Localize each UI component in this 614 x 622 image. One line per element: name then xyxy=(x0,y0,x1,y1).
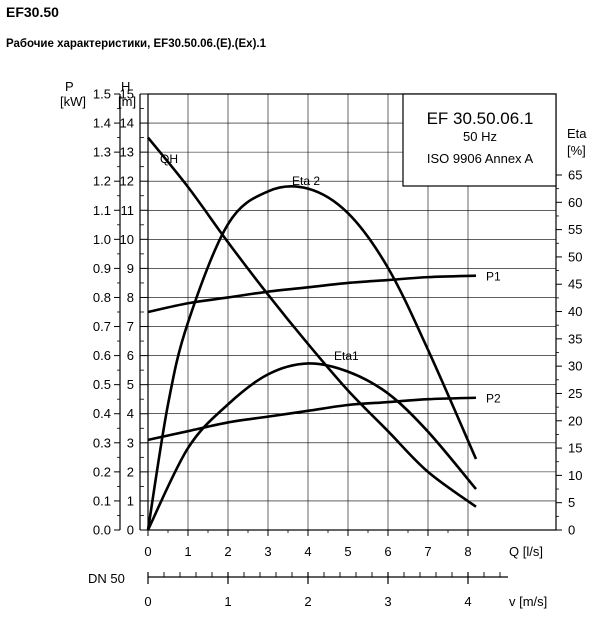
series-label-p2: P2 xyxy=(486,392,501,406)
h-tick-label: 0 xyxy=(127,523,134,538)
q-tick-label: 6 xyxy=(384,544,391,559)
series-label-eta1: Eta1 xyxy=(334,349,359,363)
h-tick-label: 3 xyxy=(127,435,134,450)
series-label-p1: P1 xyxy=(486,270,501,284)
q-tick-label: 4 xyxy=(304,544,311,559)
eta-tick-label: 45 xyxy=(568,277,582,292)
p-tick-label: 0.9 xyxy=(93,261,111,276)
eta-tick-label: 10 xyxy=(568,468,582,483)
q-axis-title: Q [l/s] xyxy=(509,544,543,559)
h-tick-label: 2 xyxy=(127,464,134,479)
q-tick-label: 7 xyxy=(424,544,431,559)
h-tick-label: 4 xyxy=(127,406,134,421)
h-tick-label: 10 xyxy=(120,232,134,247)
p-axis-unit: [kW] xyxy=(60,94,86,109)
h-tick-label: 9 xyxy=(127,261,134,276)
p-tick-label: 0.4 xyxy=(93,406,111,421)
h-tick-label: 7 xyxy=(127,319,134,334)
q-tick-label: 0 xyxy=(144,544,151,559)
h-tick-label: 1 xyxy=(127,493,134,508)
p-tick-label: 0.0 xyxy=(93,523,111,538)
series-labels: QH P1 P2 Eta 2 Eta1 xyxy=(160,152,501,406)
info-model: EF 30.50.06.1 xyxy=(427,109,534,128)
h-tick-label: 11 xyxy=(121,203,135,218)
h-tick-label: 12 xyxy=(120,174,134,189)
eta-tick-label: 0 xyxy=(568,523,575,538)
series-label-eta-2: Eta 2 xyxy=(292,174,320,188)
v-tick-label: 3 xyxy=(384,594,391,609)
info-box xyxy=(402,93,557,187)
eta-axis-ticks: 0 5 10 15 20 25 30 35 40 45 50 55 60 65 xyxy=(556,168,582,538)
q-tick-label: 2 xyxy=(224,544,231,559)
p-tick-label: 0.8 xyxy=(93,290,111,305)
chart-title: EF30.50 xyxy=(6,4,59,20)
p-tick-label: 1.0 xyxy=(93,232,111,247)
p-tick-label: 1.2 xyxy=(93,174,111,189)
p-tick-label: 0.6 xyxy=(93,348,111,363)
p-tick-label: 0.5 xyxy=(93,377,111,392)
p-tick-label: 1.1 xyxy=(93,203,111,218)
chart-subtitle: Рабочие характеристики, EF30.50.06.(E).(… xyxy=(6,38,266,50)
h-tick-label: 13 xyxy=(120,145,134,160)
q-tick-label: 5 xyxy=(344,544,351,559)
q-axis-ticks: 0 1 2 3 4 5 6 7 8 xyxy=(144,530,472,559)
p-tick-label: 1.5 xyxy=(93,87,111,102)
eta-tick-label: 20 xyxy=(568,413,582,428)
series xyxy=(146,136,478,531)
p-axis-title: P xyxy=(65,79,74,94)
p-axis-ticks: 0.0 0.1 0.2 0.3 0.4 0.5 0.6 0.7 0.8 0.9 1.0 1.1 1.2 1… xyxy=(93,87,120,538)
q-tick-label: 3 xyxy=(264,544,271,559)
h-axis-title: H xyxy=(121,79,130,94)
series-line-p2 xyxy=(147,396,477,442)
p-tick-label: 1.3 xyxy=(93,145,111,160)
q-tick-label: 8 xyxy=(464,544,471,559)
h-tick-label: 8 xyxy=(127,290,134,305)
eta-tick-label: 35 xyxy=(568,331,582,346)
p-tick-label: 0.3 xyxy=(93,435,111,450)
info-frequency: 50 Hz xyxy=(463,129,497,144)
h-tick-label: 15 xyxy=(120,87,134,102)
v-tick-label: 4 xyxy=(464,594,471,609)
v-axis-prefix: DN 50 xyxy=(88,571,125,586)
p-tick-label: 0.1 xyxy=(93,493,111,508)
q-tick-label: 1 xyxy=(184,544,191,559)
h-tick-label: 5 xyxy=(127,377,134,392)
v-axis-ticks: 0 1 2 3 4 xyxy=(144,572,501,609)
eta-tick-label: 15 xyxy=(568,441,582,456)
eta-tick-label: 50 xyxy=(568,249,582,264)
h-axis-unit: [m] xyxy=(118,94,136,109)
series-line-p1 xyxy=(147,274,477,314)
eta-tick-label: 55 xyxy=(568,222,582,237)
v-tick-label: 0 xyxy=(144,594,151,609)
p-tick-label: 0.7 xyxy=(93,319,111,334)
series-line-eta-2 xyxy=(146,185,478,531)
grid xyxy=(148,93,556,530)
eta-tick-label: 30 xyxy=(568,359,582,374)
series-line-eta1 xyxy=(146,362,477,531)
eta-axis-unit: [%] xyxy=(567,143,586,158)
eta-tick-label: 65 xyxy=(568,168,582,183)
eta-tick-label: 60 xyxy=(568,195,582,210)
h-tick-label: 6 xyxy=(127,348,134,363)
p-tick-label: 1.4 xyxy=(93,116,111,131)
series-line-qh xyxy=(146,136,477,508)
v-axis-title: v [m/s] xyxy=(509,594,547,609)
v-tick-label: 2 xyxy=(304,594,311,609)
eta-tick-label: 40 xyxy=(568,304,582,319)
eta-tick-label: 25 xyxy=(568,386,582,401)
v-tick-label: 1 xyxy=(224,594,231,609)
h-tick-label: 14 xyxy=(120,116,134,131)
eta-tick-label: 5 xyxy=(568,495,575,510)
eta-axis-title: Eta xyxy=(567,126,587,141)
info-standard: ISO 9906 Annex A xyxy=(427,151,534,166)
p-tick-label: 0.2 xyxy=(93,464,111,479)
series-label-qh: QH xyxy=(160,152,178,166)
